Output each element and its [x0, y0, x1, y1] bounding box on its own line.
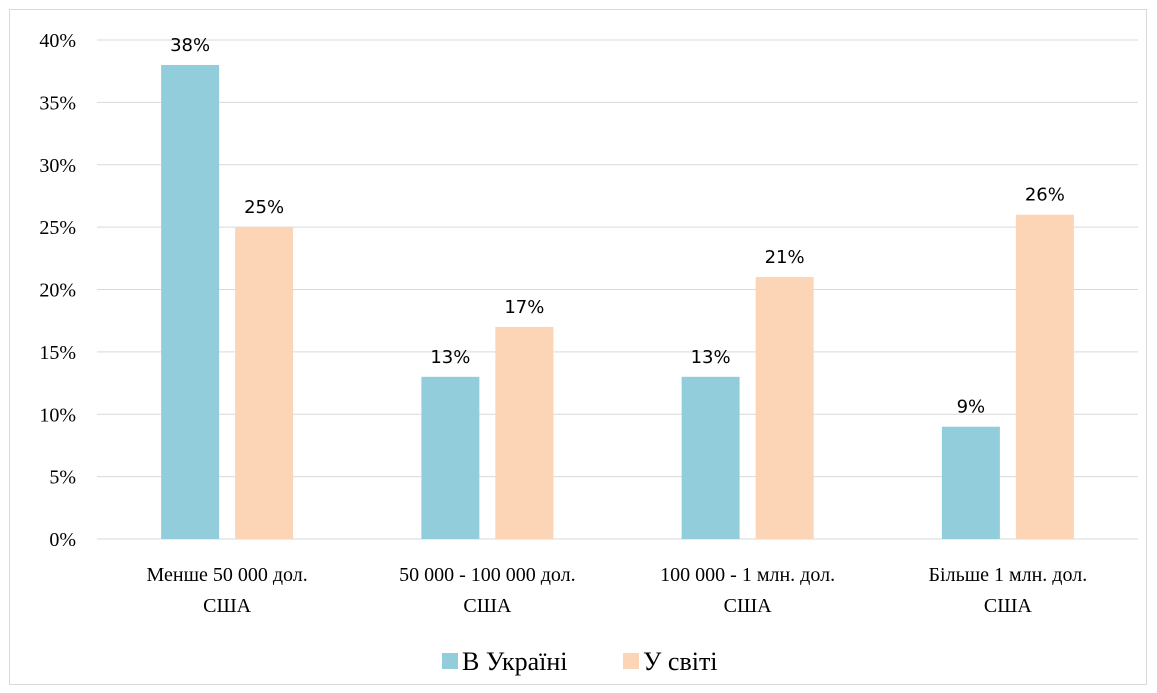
x-category-label: США [203, 595, 252, 617]
legend-label: В Україні [462, 647, 568, 676]
bar [235, 227, 294, 539]
bar [941, 426, 1000, 539]
legend-swatch [623, 653, 639, 669]
y-tick-label: 0% [49, 529, 76, 551]
y-tick-label: 35% [39, 92, 76, 114]
x-category-label: 50 000 - 100 000 дол. [399, 564, 576, 586]
data-label: 9% [957, 397, 986, 418]
y-tick-label: 30% [39, 155, 76, 177]
legend-label: У світі [643, 647, 718, 676]
data-label: 25% [244, 197, 284, 218]
data-label: 13% [691, 347, 731, 368]
y-tick-label: 10% [39, 404, 76, 426]
y-tick-label: 20% [39, 280, 76, 302]
x-category-label: Більше 1 млн. дол. [929, 564, 1088, 586]
data-label: 26% [1025, 185, 1065, 206]
bar [681, 376, 740, 539]
data-label: 38% [170, 35, 210, 56]
y-tick-label: 25% [39, 217, 76, 239]
x-category-label: США [463, 595, 512, 617]
bar [421, 376, 480, 539]
y-tick-label: 5% [49, 467, 76, 489]
bar [161, 64, 220, 539]
data-label: 17% [504, 297, 544, 318]
x-category-label: США [984, 595, 1033, 617]
legend-swatch [442, 653, 458, 669]
data-label: 13% [430, 347, 470, 368]
bar [495, 326, 554, 539]
x-category-label: Менше 50 000 дол. [146, 564, 307, 586]
y-tick-label: 40% [39, 30, 76, 52]
bar [755, 277, 814, 539]
x-category-label: 100 000 - 1 млн. дол. [660, 564, 835, 586]
x-category-label: США [724, 595, 773, 617]
data-label: 21% [765, 247, 805, 268]
y-tick-label: 15% [39, 342, 76, 364]
bar [1015, 214, 1074, 539]
